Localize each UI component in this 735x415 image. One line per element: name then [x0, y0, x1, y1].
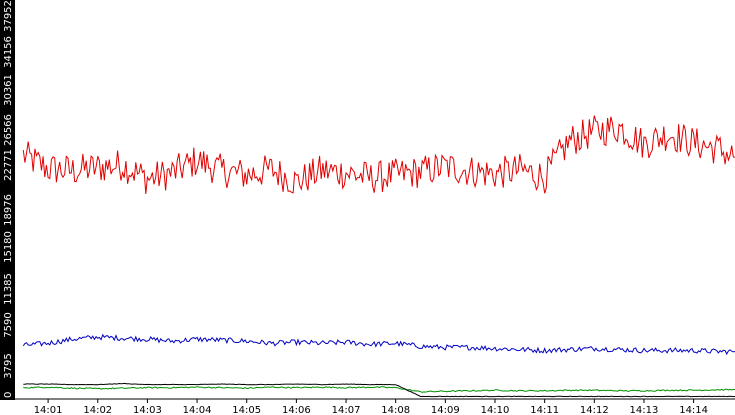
series-line-1 — [22, 333, 735, 356]
y-tick-label: 0 — [3, 392, 14, 398]
y-tick-label: 18976 — [3, 194, 14, 226]
x-tick-label: 14:04 — [183, 405, 212, 415]
y-tick-label: 34156 — [3, 36, 14, 68]
y-tick-label: 15180 — [3, 231, 14, 263]
y-tick-label: 26566 — [3, 114, 14, 146]
x-tick-label: 14:10 — [481, 405, 510, 415]
y-tick-label: 7590 — [3, 312, 14, 337]
x-tick-label: 14:02 — [83, 405, 112, 415]
x-tick-label: 14:07 — [332, 405, 361, 415]
y-tick-label: 3795 — [3, 353, 14, 378]
y-tick-label: 22771 — [3, 149, 14, 181]
y-tick-labels: 0 3795 7590 11385 15180 18976 22771 26566 30361 3… — [3, 0, 14, 398]
series-line-2 — [23, 386, 735, 393]
x-tick-label: 14:01 — [34, 405, 63, 415]
x-tick-label: 14:09 — [431, 405, 460, 415]
y-tick-label: 30361 — [3, 74, 14, 106]
series-line-3 — [23, 382, 735, 398]
y-tick-label: 11385 — [3, 273, 14, 305]
x-tick-label: 14:03 — [133, 405, 162, 415]
x-tick-label: 14:11 — [530, 405, 559, 415]
series-line-0 — [22, 115, 735, 194]
x-tick-label: 14:08 — [381, 405, 410, 415]
series-layer — [22, 115, 735, 398]
x-ticks: 14:01 14:02 14:03 14:04 14:05 14:06 14:07 14:08… — [34, 399, 708, 415]
y-tick-label: 37952 — [3, 0, 14, 32]
x-tick-label: 14:13 — [630, 405, 659, 415]
x-tick-label: 14:05 — [232, 405, 261, 415]
x-tick-label: 14:06 — [282, 405, 311, 415]
x-tick-label: 14:12 — [580, 405, 609, 415]
y-axis-bar — [0, 0, 15, 400]
x-tick-label: 14:14 — [679, 405, 708, 415]
